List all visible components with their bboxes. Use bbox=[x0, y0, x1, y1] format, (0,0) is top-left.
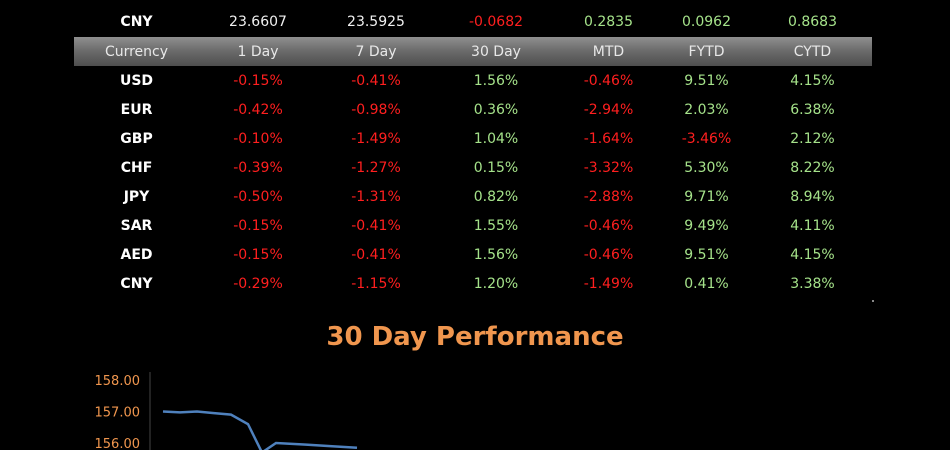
row-value: -3.46% bbox=[681, 130, 732, 147]
row-value: 4.15% bbox=[790, 246, 835, 263]
row-value: 1.56% bbox=[473, 72, 519, 89]
row-value: -0.41% bbox=[351, 217, 401, 234]
table-row: CHF -0.39% -1.27% 0.15% -3.32% 5.30% 8.22% bbox=[74, 153, 872, 182]
row-value: 8.22% bbox=[790, 159, 835, 176]
row-value: -0.42% bbox=[233, 101, 283, 118]
row-value: 3.38% bbox=[790, 275, 835, 292]
row-value: 0.82% bbox=[473, 188, 519, 205]
column-header: Currency bbox=[104, 43, 169, 60]
row-value: -0.29% bbox=[233, 275, 283, 292]
row-value: -0.15% bbox=[233, 72, 283, 89]
performance-line-chart: 158.00 157.00 156.00 bbox=[95, 372, 358, 450]
top-value: -0.0682 bbox=[468, 13, 524, 30]
row-value: 0.41% bbox=[684, 275, 729, 292]
row-value: -2.88% bbox=[583, 188, 634, 205]
column-header: FYTD bbox=[688, 43, 725, 60]
table-row: AED -0.15% -0.41% 1.56% -0.46% 9.51% 4.15% bbox=[74, 240, 872, 269]
row-value: 1.04% bbox=[473, 130, 519, 147]
divider-dot bbox=[872, 300, 874, 302]
row-value: 1.20% bbox=[473, 275, 519, 292]
row-value: 6.38% bbox=[790, 101, 835, 118]
row-value: -1.49% bbox=[351, 130, 401, 147]
table-row: EUR -0.42% -0.98% 0.36% -2.94% 2.03% 6.38% bbox=[74, 95, 872, 124]
row-value: -0.98% bbox=[351, 101, 401, 118]
table-header: Currency 1 Day 7 Day 30 Day MTD FYTD CYTD bbox=[74, 37, 872, 66]
row-value: 9.71% bbox=[684, 188, 729, 205]
row-value: 9.51% bbox=[684, 246, 729, 263]
row-value: -0.10% bbox=[233, 130, 283, 147]
row-value: 8.94% bbox=[790, 188, 835, 205]
row-value: -1.49% bbox=[583, 275, 634, 292]
row-value: -1.27% bbox=[351, 159, 401, 176]
row-currency: CNY bbox=[120, 275, 153, 292]
row-value: 2.03% bbox=[684, 101, 729, 118]
row-currency: CHF bbox=[120, 159, 153, 176]
series-line bbox=[162, 410, 358, 450]
column-header: CYTD bbox=[793, 43, 832, 60]
row-currency: USD bbox=[119, 72, 154, 89]
row-value: 2.12% bbox=[790, 130, 835, 147]
table-row: USD -0.15% -0.41% 1.56% -0.46% 9.51% 4.15% bbox=[74, 66, 872, 95]
row-value: 4.15% bbox=[790, 72, 835, 89]
row-value: -0.41% bbox=[351, 72, 401, 89]
row-value: 5.30% bbox=[684, 159, 729, 176]
row-value: -0.46% bbox=[583, 72, 634, 89]
row-currency: GBP bbox=[120, 130, 153, 147]
y-tick-label: 156.00 bbox=[95, 437, 141, 450]
row-value: 1.56% bbox=[473, 246, 519, 263]
row-value: -3.32% bbox=[583, 159, 634, 176]
row-value: 4.11% bbox=[790, 217, 835, 234]
row-value: 9.51% bbox=[684, 72, 729, 89]
y-tick-label: 157.00 bbox=[95, 406, 141, 421]
row-value: 0.36% bbox=[473, 101, 519, 118]
row-value: -0.15% bbox=[233, 217, 283, 234]
top-value: 0.0962 bbox=[682, 13, 731, 30]
row-value: -0.15% bbox=[233, 246, 283, 263]
row-currency: SAR bbox=[120, 217, 153, 234]
top-value: 23.5925 bbox=[347, 13, 405, 30]
table-row: GBP -0.10% -1.49% 1.04% -1.64% -3.46% 2.12% bbox=[74, 124, 872, 153]
row-value: -0.39% bbox=[233, 159, 283, 176]
row-value: -0.50% bbox=[233, 188, 283, 205]
row-value: -1.64% bbox=[583, 130, 634, 147]
table-row: SAR -0.15% -0.41% 1.55% -0.46% 9.49% 4.11% bbox=[74, 211, 872, 240]
row-value: -0.46% bbox=[583, 246, 634, 263]
top-value: 0.8683 bbox=[788, 13, 837, 30]
row-value: 9.49% bbox=[684, 217, 729, 234]
table-row: CNY -0.29% -1.15% 1.20% -1.49% 0.41% 3.38% bbox=[74, 269, 872, 298]
table-row: JPY -0.50% -1.31% 0.82% -2.88% 9.71% 8.94% bbox=[74, 182, 872, 211]
row-value: -1.15% bbox=[351, 275, 401, 292]
top-value: 0.2835 bbox=[584, 13, 633, 30]
column-header: 7 Day bbox=[355, 43, 397, 60]
top-summary-row: CNY 23.6607 23.5925 -0.0682 0.2835 0.0962 0.8… bbox=[74, 8, 872, 35]
chart-title: 30 Day Performance bbox=[326, 322, 624, 352]
currency-table: CNY 23.6607 23.5925 -0.0682 0.2835 0.0962 0.8… bbox=[74, 8, 872, 298]
y-tick-label: 158.00 bbox=[95, 374, 141, 389]
row-value: 1.55% bbox=[473, 217, 519, 234]
column-header: 1 Day bbox=[237, 43, 279, 60]
row-value: -2.94% bbox=[583, 101, 634, 118]
row-value: -1.31% bbox=[351, 188, 401, 205]
row-currency: AED bbox=[120, 246, 153, 263]
row-value: -0.41% bbox=[351, 246, 401, 263]
column-header: 30 Day bbox=[471, 43, 521, 60]
row-currency: JPY bbox=[123, 188, 150, 205]
row-value: -0.46% bbox=[583, 217, 634, 234]
row-currency: EUR bbox=[120, 101, 153, 118]
top-value: 23.6607 bbox=[229, 13, 287, 30]
row-value: 0.15% bbox=[473, 159, 519, 176]
column-header: MTD bbox=[592, 43, 625, 60]
top-currency: CNY bbox=[120, 13, 153, 30]
